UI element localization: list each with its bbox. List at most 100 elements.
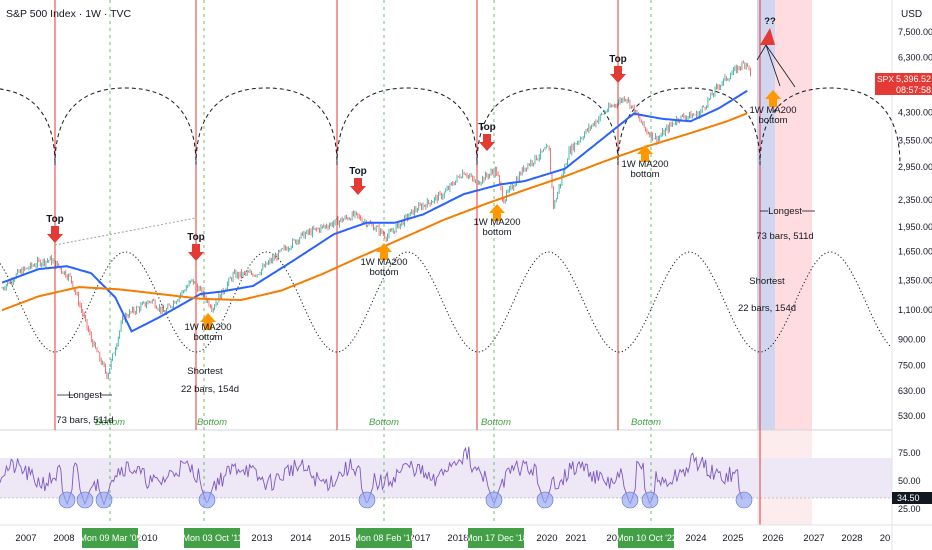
time-axis-year: 2020 bbox=[536, 533, 557, 544]
ma200-label: 1W MA200 bbox=[622, 159, 669, 170]
time-axis-year: 2028 bbox=[841, 533, 862, 544]
time-axis-year: 2022 bbox=[606, 533, 627, 544]
ma200-label: 1W MA200 bbox=[361, 257, 408, 268]
top-label: Top bbox=[187, 232, 205, 243]
cycle-arc bbox=[195, 87, 338, 166]
price-axis-label: 1,950.00 bbox=[898, 222, 932, 232]
countdown-label: 08:57:58 bbox=[896, 85, 931, 95]
time-axis-highlight bbox=[82, 528, 138, 548]
time-axis-year: 2024 bbox=[685, 533, 706, 544]
last-price-label: 5,396.52 bbox=[896, 74, 931, 84]
longest-stats: 73 bars, 511d bbox=[756, 231, 813, 242]
bottom-label: Bottom bbox=[95, 417, 125, 428]
price-axis-label: 900.00 bbox=[898, 334, 926, 344]
symbol-badge bbox=[875, 73, 892, 84]
time-axis-highlight bbox=[184, 528, 240, 548]
rsi-axis-label: 50.00 bbox=[898, 476, 921, 486]
price-axis-label: 6,300.00 bbox=[898, 52, 932, 62]
ma200-arrow-icon bbox=[200, 313, 216, 330]
price-axis-label: 1,650.00 bbox=[898, 246, 932, 256]
ma200-arrow-icon bbox=[765, 90, 781, 107]
top-arrow-icon bbox=[350, 178, 366, 195]
cycle-arc bbox=[54, 87, 197, 166]
price-axis-label: 1,350.00 bbox=[898, 276, 932, 286]
top-arrow-icon bbox=[610, 66, 626, 83]
rsi-low-marker bbox=[76, 491, 94, 509]
projection-blue-zone bbox=[757, 0, 775, 430]
time-axis-highlight-label: Mon 09 Mar '09 bbox=[79, 533, 141, 543]
time-axis-year: 2027 bbox=[803, 533, 824, 544]
rsi-low-marker bbox=[198, 491, 216, 509]
cycle-arc bbox=[759, 87, 901, 166]
time-axis-highlight bbox=[356, 528, 412, 548]
time-axis-highlight-label: Mon 10 Oct '22 bbox=[616, 533, 677, 543]
price-axis-label: 630.00 bbox=[898, 386, 926, 396]
rsi-low-marker bbox=[641, 491, 659, 509]
bottom-label: Bottom bbox=[369, 417, 399, 428]
ma50-line bbox=[1, 89, 748, 333]
ma200-label: bottom bbox=[482, 227, 511, 238]
price-axis-currency: USD bbox=[901, 9, 922, 20]
price-axis-label: 750.00 bbox=[898, 361, 926, 371]
time-axis-year: 2017 bbox=[409, 533, 430, 544]
ma200-label: bottom bbox=[758, 115, 787, 126]
time-axis-highlight bbox=[618, 528, 674, 548]
top-arrow-icon bbox=[188, 244, 204, 261]
time-axis-year: 20 bbox=[880, 533, 891, 544]
cycle-arc bbox=[0, 88, 56, 166]
time-axis-year: 2026 bbox=[762, 533, 783, 544]
cycle-arc bbox=[617, 87, 761, 166]
time-axis-year: 2007 bbox=[15, 533, 36, 544]
price-axis-label: 4,300.00 bbox=[898, 108, 932, 118]
time-axis-year: 2008 bbox=[53, 533, 74, 544]
rsi-low-marker bbox=[536, 491, 554, 509]
shortest-label: Shortest bbox=[749, 276, 785, 287]
rsi-current-label: 34.50 bbox=[897, 493, 920, 503]
shortest-stats: 22 bars, 154d bbox=[181, 384, 239, 395]
cycle-arc bbox=[336, 87, 478, 166]
bottom-label: Bottom bbox=[631, 417, 661, 428]
projection-path bbox=[765, 44, 796, 88]
rsi-current-badge bbox=[892, 492, 932, 504]
time-axis-year: 2014 bbox=[290, 533, 311, 544]
top-arrow-icon bbox=[760, 28, 775, 45]
bottom-label: Bottom bbox=[197, 417, 227, 428]
top-label: Top bbox=[349, 166, 367, 177]
longest-stats: 73 bars, 511d bbox=[56, 415, 113, 426]
price-axis-label: 530.00 bbox=[898, 411, 926, 421]
price-axis-label: 7,500.00 bbox=[898, 27, 932, 37]
time-axis-year: 2021 bbox=[565, 533, 586, 544]
top-label: Top bbox=[478, 122, 496, 133]
symbol-label: SPX bbox=[877, 74, 894, 84]
time-axis-highlight-label: Mon 03 Oct '11 bbox=[182, 533, 242, 543]
rsi-low-marker bbox=[485, 491, 503, 509]
ma200-label: bottom bbox=[369, 267, 398, 278]
longest-label: Longest bbox=[68, 390, 102, 401]
shortest-label: Shortest bbox=[187, 366, 223, 377]
time-axis-highlight-label: Mon 08 Feb '16 bbox=[353, 533, 415, 543]
rsi-low-marker bbox=[58, 491, 76, 509]
chart-title: S&P 500 Index · 1W · TVC bbox=[6, 8, 131, 20]
shortest-stats: 22 bars, 154d bbox=[738, 303, 796, 314]
projection-path bbox=[756, 44, 767, 61]
time-axis-year: 2013 bbox=[251, 533, 272, 544]
time-axis-year: 2025 bbox=[722, 533, 743, 544]
price-axis-label: 2,950.00 bbox=[898, 162, 932, 172]
rsi-axis-label: 75.00 bbox=[898, 448, 921, 458]
question-label: ?? bbox=[764, 16, 776, 27]
ma200-arrow-icon bbox=[637, 145, 653, 162]
ma200-label: 1W MA200 bbox=[185, 322, 232, 333]
ma200-label: 1W MA200 bbox=[750, 105, 797, 116]
price-axis-label: 2,350.00 bbox=[898, 195, 932, 205]
ma200-label: bottom bbox=[193, 332, 222, 343]
longest-label: Longest bbox=[768, 206, 802, 217]
top-arrow-icon bbox=[479, 134, 495, 151]
top-arrow-icon bbox=[47, 226, 63, 243]
bottom-label: Bottom bbox=[481, 417, 511, 428]
time-axis-year: 2018 bbox=[447, 533, 468, 544]
top-label: Top bbox=[46, 214, 64, 225]
ma200-arrow-icon bbox=[376, 243, 392, 260]
rsi-band bbox=[0, 458, 892, 498]
